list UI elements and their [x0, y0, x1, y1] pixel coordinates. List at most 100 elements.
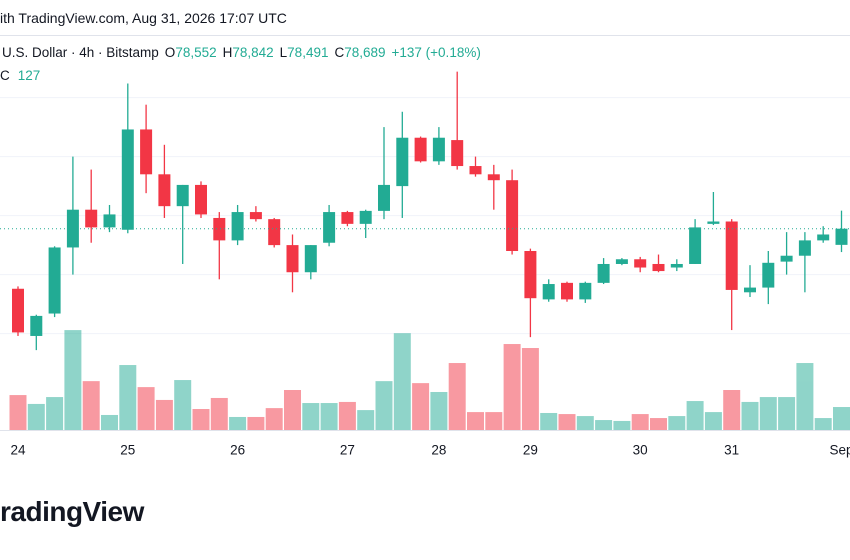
volume-bar — [155, 399, 173, 430]
ohlc-value: 78,689 — [344, 45, 386, 60]
volume-bar — [338, 401, 356, 430]
volume-bar — [27, 403, 45, 430]
ohlc-key: L — [279, 45, 288, 60]
ohlc-key: O — [164, 45, 176, 60]
volume-bar — [119, 365, 137, 430]
volume-bar — [540, 412, 558, 430]
ohlc-item: C78,689 — [334, 45, 385, 60]
volume-bar — [448, 363, 466, 430]
volume-bar — [284, 389, 301, 430]
volume-bar — [650, 418, 667, 430]
candle-body — [744, 287, 756, 293]
candle-body — [249, 212, 262, 220]
change: +137 (+0.18%) — [391, 45, 481, 60]
candle-body — [304, 245, 317, 273]
volume-bar — [668, 416, 686, 430]
x-tick-label: 25 — [120, 443, 135, 458]
ohlc-key: H — [222, 45, 233, 60]
volume-bar — [375, 381, 393, 430]
volume-bar — [430, 391, 448, 430]
volume-bar — [467, 412, 484, 430]
candle-body — [176, 184, 189, 207]
volume-bar — [558, 414, 576, 430]
candle-body — [414, 137, 427, 162]
candle-body — [725, 221, 738, 290]
volume-bar — [137, 387, 155, 430]
candle-body — [542, 284, 555, 300]
candle-body — [670, 263, 683, 268]
candle-body — [121, 129, 134, 230]
candle-body — [487, 174, 500, 181]
candle-body — [432, 137, 445, 162]
candle-body — [579, 282, 592, 300]
candle-body — [268, 219, 281, 246]
volume-bar — [265, 408, 283, 430]
volume-key: C — [0, 68, 10, 83]
volume-bar — [101, 414, 118, 430]
candle-body — [506, 180, 519, 251]
volume-bar — [686, 401, 704, 430]
volume-bar — [64, 330, 82, 430]
ohlc-item: O78,552 — [165, 45, 217, 60]
volume-bar — [778, 397, 796, 430]
candle-body — [195, 184, 207, 215]
volume-bar — [174, 380, 192, 430]
volume-bar — [247, 416, 265, 430]
candle-body — [798, 240, 811, 256]
candle-body — [213, 217, 226, 241]
candle-body — [762, 262, 775, 288]
candle-body — [48, 247, 61, 314]
candle-body — [359, 210, 372, 224]
volume-bar — [595, 420, 613, 430]
candle-body — [12, 288, 24, 333]
volume-bar — [357, 410, 375, 430]
candle-body — [341, 212, 354, 224]
candle-body — [30, 315, 43, 336]
candle-body — [615, 259, 628, 264]
ohlc-value: 78,552 — [175, 45, 217, 60]
volume-bar — [833, 407, 850, 430]
volume-bar — [9, 395, 27, 430]
volume-bar — [723, 389, 741, 430]
volume-bar — [229, 416, 247, 430]
logo: radingView — [0, 496, 144, 527]
separator — [0, 35, 850, 36]
volume-bar — [192, 409, 210, 430]
volume-value: 127 — [17, 68, 41, 83]
volume-bar — [521, 348, 539, 430]
x-tick-label: 30 — [633, 443, 648, 458]
volume-bar — [210, 397, 228, 430]
candle-body — [561, 282, 573, 300]
candle-body — [103, 214, 116, 228]
snapshot-caption: ith TradingView.com, Aug 31, 2026 17:07 … — [0, 10, 287, 26]
candle-body — [378, 184, 390, 211]
candle-body — [323, 212, 336, 243]
candle-body — [396, 137, 409, 187]
volume-bar — [320, 403, 338, 430]
x-tick-label: Sep — [829, 443, 850, 458]
candle-body — [158, 174, 171, 207]
candle-body — [817, 234, 830, 241]
candle-body — [652, 263, 665, 272]
x-tick-label: 31 — [724, 443, 739, 458]
symbol: U.S. Dollar · 4h · Bitstamp — [2, 45, 159, 60]
volume-legend: C 127 — [0, 68, 40, 83]
candle-body — [707, 221, 720, 224]
volume-bar — [503, 344, 521, 430]
ohlc-key: C — [334, 45, 345, 60]
symbol-legend: U.S. Dollar · 4h · Bitstamp O78,552 H78,8… — [2, 45, 481, 60]
x-tick-label: 28 — [431, 443, 446, 458]
candle-body — [597, 263, 610, 283]
volume-bar — [796, 363, 814, 430]
candle-body — [85, 209, 98, 228]
candle-body — [231, 212, 244, 241]
volume-bar — [485, 412, 503, 430]
volume-bars — [9, 330, 850, 430]
x-tick-label: 26 — [230, 443, 245, 458]
volume-bar — [613, 420, 631, 430]
ohlc-item: L78,491 — [280, 45, 329, 60]
candle-body — [524, 251, 537, 299]
volume-bar — [46, 397, 64, 430]
